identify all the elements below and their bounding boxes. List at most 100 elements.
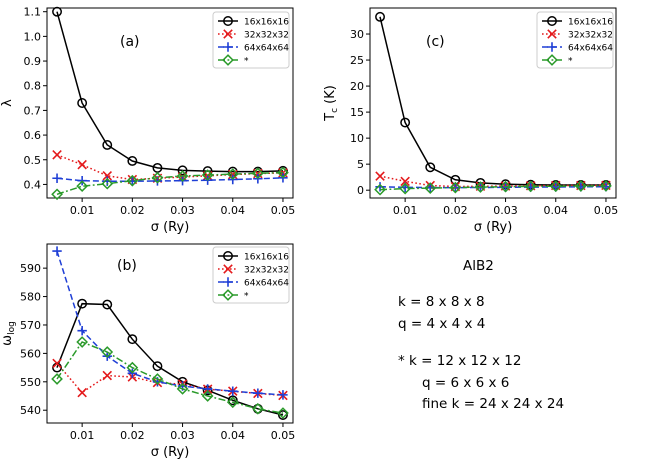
legend-label: 32x32x32 [244, 266, 289, 276]
legend-marker [223, 42, 233, 52]
x-tick-label: 0.04 [221, 429, 246, 442]
data-point [474, 181, 487, 193]
y-tick-label: 580 [20, 291, 41, 304]
y-tick-label: 590 [20, 262, 41, 275]
data-point [399, 182, 412, 195]
legend: 16x16x16 32x32x32 64x64x64 * [212, 246, 290, 304]
series-3 [51, 336, 289, 419]
data-point [52, 150, 62, 160]
info-line-star-k: * k = 12 x 12 x 12 [398, 353, 522, 369]
data-point [52, 358, 62, 369]
data-point [600, 180, 612, 192]
data-point [400, 176, 410, 187]
series-line [56, 250, 284, 396]
series-line [56, 11, 284, 173]
x-axis-label: σ (Ry) [474, 220, 513, 235]
data-point [226, 396, 239, 409]
data-point [152, 361, 163, 372]
data-point [77, 325, 87, 336]
data-point [77, 98, 88, 108]
y-tick-label: 0 [357, 184, 364, 197]
series-line [379, 175, 607, 188]
legend-marker [223, 16, 233, 26]
y-tick-label: 0.4 [24, 178, 42, 191]
y-tick-label: 0.9 [24, 55, 42, 68]
data-point [227, 395, 238, 406]
legend-marker [223, 264, 233, 274]
data-point [127, 334, 138, 345]
legend-box [212, 246, 290, 304]
panel-label: (a) [120, 34, 140, 50]
x-tick-label: 0.05 [271, 204, 296, 217]
y-tick-label: 0.8 [24, 80, 42, 93]
plot-frame [46, 243, 294, 424]
x-tick-label: 0.01 [70, 429, 95, 442]
y-axis-label: λ [0, 99, 15, 107]
series-line [379, 185, 607, 191]
y-tick-label: 5 [357, 158, 364, 171]
info-line-fine-k: fine k = 24 x 24 x 24 [422, 396, 565, 412]
info-line-star-q: q = 6 x 6 x 6 [422, 375, 510, 391]
legend: 16x16x16 32x32x32 64x64x64 * [536, 11, 614, 69]
x-axis-label: σ (Ry) [151, 445, 190, 460]
legend-marker [546, 54, 558, 66]
y-tick-label: 0.5 [24, 154, 42, 167]
data-point [251, 167, 264, 180]
legend: 16x16x16 32x32x32 64x64x64 * [212, 11, 290, 69]
data-point [425, 162, 436, 173]
x-tick-label: 0.04 [221, 204, 246, 217]
data-point [52, 246, 62, 256]
x-tick-label: 0.05 [594, 204, 619, 217]
data-point [549, 180, 562, 193]
data-point [77, 159, 87, 170]
data-point [77, 387, 87, 398]
data-point [400, 117, 411, 128]
legend-label: 16x16x16 [568, 18, 613, 28]
chart-c: 0.01 0.02 0.03 0.04 0.05 0 5 10 15 20 25 30 σ (Ry) Tc… [323, 7, 619, 235]
data-point [375, 11, 385, 22]
data-point [102, 299, 113, 310]
series-0 [52, 298, 288, 420]
series-line [56, 177, 284, 182]
data-point [277, 407, 289, 419]
x-tick-label: 0.03 [493, 204, 518, 217]
data-point [278, 390, 288, 400]
x-tick-label: 0.02 [443, 204, 468, 217]
legend-label: 64x64x64 [568, 44, 613, 54]
legend-marker [547, 16, 557, 26]
panel-label: (c) [426, 34, 445, 50]
y-axis-label-subscript: log [7, 321, 17, 335]
series-1 [52, 150, 288, 185]
data-point [449, 181, 462, 194]
legend-label: 64x64x64 [244, 44, 289, 54]
data-point [51, 373, 63, 385]
data-point [101, 346, 114, 358]
x-tick-label: 0.02 [120, 429, 145, 442]
data-point [151, 373, 164, 385]
data-point [76, 336, 89, 348]
data-point [277, 166, 289, 179]
x-tick-label: 0.02 [120, 204, 145, 217]
x-tick-label: 0.03 [170, 204, 195, 217]
info-line-k: k = 8 x 8 x 8 [398, 294, 485, 310]
legend-label: 32x32x32 [244, 31, 289, 41]
data-point [77, 298, 88, 309]
data-point [375, 171, 385, 181]
y-tick-label: 30 [350, 28, 364, 41]
data-point [52, 173, 62, 183]
data-point [201, 390, 214, 402]
y-tick-label: 1.0 [24, 30, 42, 43]
data-point [251, 402, 264, 415]
x-tick-label: 0.03 [170, 429, 195, 442]
series-line [56, 154, 284, 181]
y-tick-label: 15 [350, 106, 364, 119]
data-point [126, 361, 139, 374]
y-axis-label-main: ω [0, 335, 15, 346]
data-point [499, 180, 512, 193]
legend-label: * [244, 292, 249, 302]
legend-marker [223, 251, 233, 261]
data-point [127, 156, 138, 166]
series-line [56, 362, 284, 397]
legend-marker [223, 29, 233, 39]
